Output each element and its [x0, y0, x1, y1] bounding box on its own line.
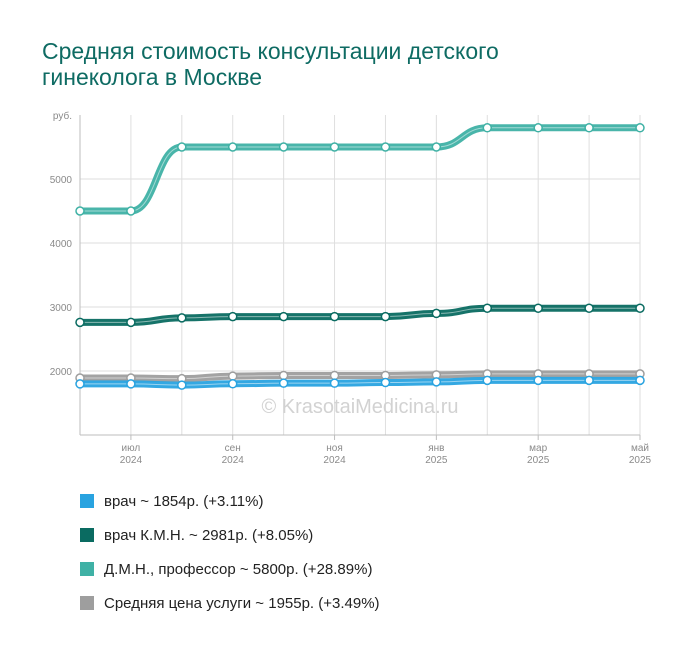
data-point	[227, 379, 238, 389]
y-axis-label: руб.	[53, 110, 72, 122]
data-point	[177, 380, 187, 390]
data-point	[635, 375, 645, 386]
x-tick-label: 2024	[323, 455, 346, 466]
legend-item-professor[interactable]: Д.М.Н., профессор ~ 5800р. (+28.89%)	[80, 552, 380, 586]
x-tick-label: 2025	[629, 455, 652, 466]
data-point	[278, 370, 289, 381]
data-point	[329, 378, 340, 388]
data-point	[177, 313, 187, 323]
data-point	[380, 311, 391, 322]
data-point	[329, 142, 340, 152]
legend-item-average[interactable]: Средняя цена услуги ~ 1955р. (+3.49%)	[80, 586, 380, 620]
watermark: © KrasotaiMedicina.ru	[261, 396, 458, 418]
x-tick-label: 2025	[527, 455, 550, 466]
x-tick-label: мар	[529, 443, 547, 454]
x-tick-label: 2024	[120, 455, 143, 466]
data-point	[227, 371, 238, 381]
data-point	[635, 303, 645, 313]
chart-legend: врач ~ 1854р. (+3.11%) врач К.М.Н. ~ 298…	[80, 484, 380, 620]
legend-item-doctor[interactable]: врач ~ 1854р. (+3.11%)	[80, 484, 380, 518]
data-point	[584, 375, 594, 386]
legend-item-candidate[interactable]: врач К.М.Н. ~ 2981р. (+8.05%)	[80, 518, 380, 552]
x-tick-label: май	[631, 443, 649, 454]
legend-swatch	[80, 494, 94, 508]
line-chart: 2000300040005000руб.июл2024сен2024ноя202…	[50, 110, 652, 466]
series-line	[76, 304, 644, 326]
data-point	[75, 317, 85, 328]
data-point	[126, 317, 136, 328]
series-line-highlight	[79, 373, 640, 380]
data-point	[75, 379, 85, 389]
data-point	[533, 375, 543, 386]
series-line-highlight	[79, 379, 640, 386]
x-tick-label: янв	[428, 443, 444, 454]
data-point	[584, 123, 594, 133]
data-point	[126, 206, 136, 216]
legend-label: Д.М.Н., профессор ~ 5800р. (+28.89%)	[104, 560, 373, 578]
data-point	[227, 142, 238, 152]
data-point	[126, 379, 136, 389]
legend-label: врач ~ 1854р. (+3.11%)	[104, 492, 264, 510]
data-point	[380, 142, 391, 152]
data-point	[533, 303, 543, 313]
data-point	[278, 142, 289, 152]
data-point	[431, 308, 442, 319]
data-point	[635, 123, 645, 133]
legend-swatch	[80, 528, 94, 542]
data-point	[329, 311, 340, 322]
y-tick-label: 4000	[50, 239, 73, 250]
y-tick-label: 3000	[50, 303, 73, 314]
chart-title: Средняя стоимость консультации детского …	[42, 38, 499, 90]
data-point	[177, 142, 187, 152]
data-point	[431, 142, 442, 152]
legend-swatch	[80, 562, 94, 576]
data-point	[278, 378, 289, 388]
x-tick-label: 2025	[425, 455, 448, 466]
series-line-highlight	[80, 307, 640, 323]
x-tick-label: сен	[225, 443, 241, 454]
legend-label: Средняя цена услуги ~ 1955р. (+3.49%)	[104, 594, 380, 612]
data-point	[482, 375, 493, 386]
data-point	[431, 377, 442, 387]
x-tick-label: ноя	[326, 443, 343, 454]
x-tick-label: июл	[122, 443, 141, 454]
series-line	[76, 124, 644, 215]
data-point	[584, 303, 594, 313]
data-point	[380, 377, 391, 388]
data-point	[533, 123, 543, 133]
legend-swatch	[80, 596, 94, 610]
data-point	[482, 123, 493, 133]
data-point	[227, 311, 238, 322]
data-point	[482, 303, 493, 313]
x-tick-label: 2024	[222, 455, 245, 466]
data-point	[278, 311, 289, 322]
y-tick-label: 2000	[50, 367, 73, 378]
legend-label: врач К.М.Н. ~ 2981р. (+8.05%)	[104, 526, 314, 544]
data-point	[75, 206, 85, 216]
data-point	[329, 370, 340, 381]
y-tick-label: 5000	[50, 175, 73, 186]
